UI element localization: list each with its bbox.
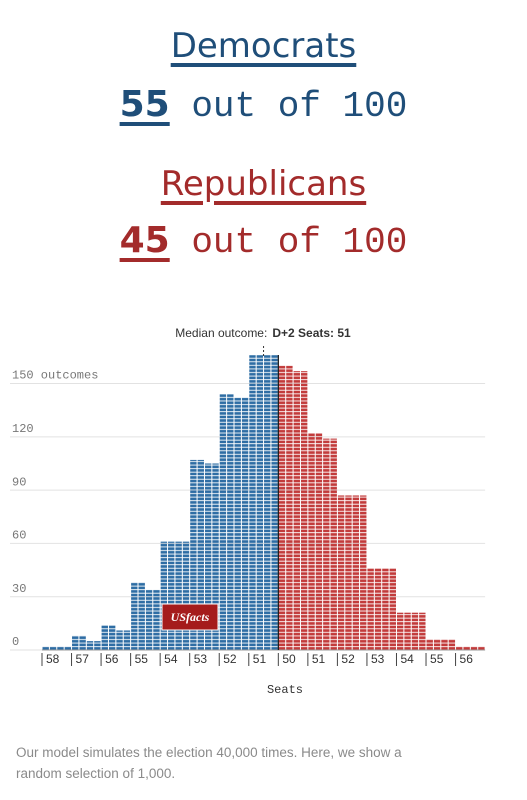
- bar: [366, 568, 382, 650]
- x-tick-label: 56: [105, 652, 119, 666]
- republicans-count: 45 out of 100: [0, 220, 527, 263]
- bar: [71, 635, 87, 650]
- y-tick-label: 60: [12, 529, 26, 543]
- republicans-total: out of 100: [191, 222, 408, 263]
- bar: [263, 355, 279, 650]
- bar: [426, 639, 441, 650]
- footnote: Our model simulates the election 40,000 …: [16, 742, 516, 784]
- bar: [440, 639, 456, 650]
- democrats-total: out of 100: [191, 86, 408, 127]
- y-tick-label: 150 outcomes: [12, 369, 98, 383]
- bar: [86, 641, 102, 650]
- x-tick-label: 58: [46, 652, 60, 666]
- bar: [322, 438, 338, 650]
- x-tick-label: 55: [430, 652, 444, 666]
- republicans-title: Republicans: [160, 164, 367, 204]
- bar: [42, 646, 57, 650]
- x-tick-label: 54: [400, 652, 414, 666]
- republicans-seats: 45: [119, 220, 170, 261]
- annotation-label: Median outcome:: [175, 326, 267, 340]
- bar: [219, 394, 235, 650]
- bar: [174, 541, 190, 650]
- x-tick-label: 53: [194, 652, 208, 666]
- x-axis-title: Seats: [267, 683, 303, 697]
- democrats-title: Democrats: [170, 26, 357, 66]
- x-tick-label: 54: [164, 652, 178, 666]
- bar: [278, 365, 294, 650]
- annotation-value: D+2 Seats: 51: [272, 326, 351, 340]
- bar: [396, 612, 412, 650]
- footnote-line: random selection of 1,000.: [16, 766, 176, 781]
- x-tick-label: 55: [135, 652, 149, 666]
- bar: [381, 568, 397, 650]
- bar: [307, 433, 323, 650]
- footnote-line: Our model simulates the election 40,000 …: [16, 745, 402, 760]
- bar: [145, 589, 161, 650]
- x-tick-label: 52: [341, 652, 355, 666]
- annotation: Median outcome: D+2 Seats: 51: [175, 326, 351, 340]
- bar: [293, 371, 308, 650]
- bar: [337, 495, 353, 650]
- democrats-seats: 55: [119, 84, 170, 125]
- x-tick-label: 51: [253, 652, 267, 666]
- bar: [101, 625, 116, 650]
- bar: [189, 459, 205, 650]
- x-tick-label: 57: [76, 652, 90, 666]
- bar: [56, 646, 72, 650]
- y-tick-label: 30: [12, 582, 26, 596]
- bar: [130, 582, 146, 650]
- bar: [248, 355, 264, 650]
- bar: [411, 612, 427, 650]
- bar: [352, 495, 367, 650]
- logo-box: [161, 603, 219, 631]
- x-tick-label: 52: [223, 652, 237, 666]
- y-tick-label: 90: [12, 475, 26, 489]
- logo: USfacts: [171, 610, 210, 624]
- bar: [115, 630, 131, 650]
- x-tick-label: 56: [460, 652, 474, 666]
- bar: [204, 463, 220, 650]
- bar: [234, 397, 249, 650]
- x-tick-label: 53: [371, 652, 385, 666]
- y-tick-label: 0: [12, 635, 19, 649]
- x-tick-label: 51: [312, 652, 326, 666]
- bar: [470, 646, 486, 650]
- bar: [455, 646, 471, 650]
- bar: [160, 541, 175, 650]
- x-tick-label: 50: [282, 652, 296, 666]
- democrats-count: 55 out of 100: [0, 84, 527, 127]
- y-tick-label: 120: [12, 422, 34, 436]
